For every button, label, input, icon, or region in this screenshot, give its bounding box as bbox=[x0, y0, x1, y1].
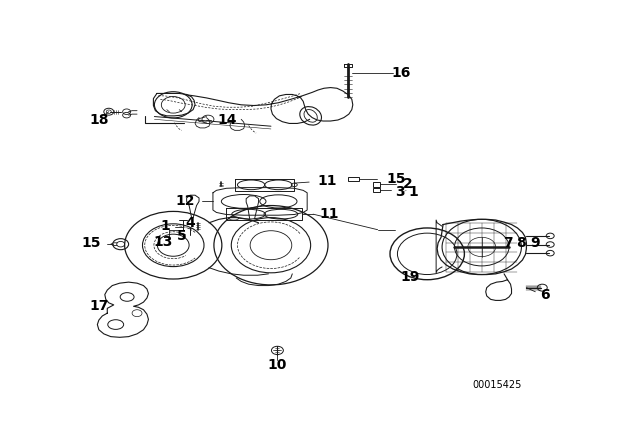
Text: 3: 3 bbox=[395, 185, 404, 199]
Text: 1: 1 bbox=[161, 219, 170, 233]
FancyBboxPatch shape bbox=[348, 177, 359, 181]
Text: 2: 2 bbox=[403, 177, 412, 191]
Text: 5: 5 bbox=[177, 229, 187, 243]
Text: 11: 11 bbox=[317, 174, 337, 189]
Text: 17: 17 bbox=[89, 299, 109, 313]
Text: 11: 11 bbox=[319, 207, 339, 221]
Text: 13: 13 bbox=[154, 235, 173, 249]
Text: 19: 19 bbox=[400, 270, 420, 284]
Text: 4: 4 bbox=[186, 216, 195, 230]
Text: 15: 15 bbox=[387, 172, 406, 186]
Text: 8: 8 bbox=[516, 236, 526, 250]
Text: 15: 15 bbox=[81, 237, 101, 250]
Text: 9: 9 bbox=[531, 236, 540, 250]
Text: 12: 12 bbox=[175, 194, 195, 208]
Text: 18: 18 bbox=[89, 113, 109, 127]
FancyBboxPatch shape bbox=[372, 182, 380, 186]
FancyBboxPatch shape bbox=[372, 188, 380, 193]
Text: 14: 14 bbox=[218, 113, 237, 127]
Text: 16: 16 bbox=[392, 66, 411, 80]
Text: 1: 1 bbox=[408, 185, 418, 199]
Text: 6: 6 bbox=[540, 288, 550, 302]
Text: 10: 10 bbox=[268, 358, 287, 372]
Text: 00015425: 00015425 bbox=[472, 380, 522, 390]
Text: 7: 7 bbox=[503, 236, 513, 250]
